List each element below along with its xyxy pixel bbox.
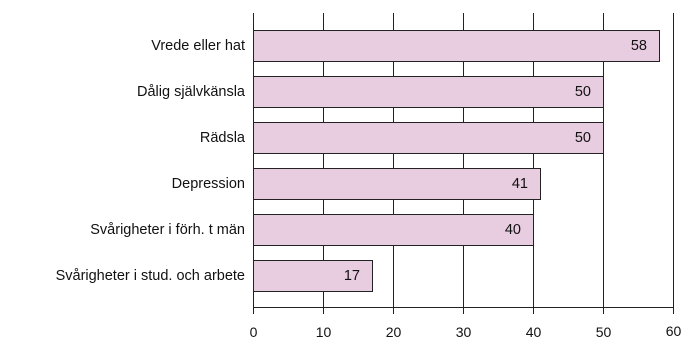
data-label: 40 xyxy=(505,222,521,238)
tick-label: 50 xyxy=(596,324,612,340)
tick-label: 0 xyxy=(250,324,258,340)
bar xyxy=(253,260,373,292)
data-label: 50 xyxy=(575,84,591,100)
data-label: 58 xyxy=(631,38,647,54)
tick-label: 20 xyxy=(386,324,402,340)
category-label: Depression xyxy=(172,176,245,192)
category-label: Vrede eller hat xyxy=(151,38,245,54)
category-label: Dålig självkänsla xyxy=(137,84,246,100)
data-label: 41 xyxy=(512,176,528,192)
bar xyxy=(253,214,534,246)
data-label: 17 xyxy=(344,268,360,284)
bar xyxy=(253,76,604,108)
bar xyxy=(253,30,660,62)
category-label: Rädsla xyxy=(200,130,246,146)
bars: 58 50 50 41 40 17 xyxy=(253,30,660,292)
category-label: Svårigheter i stud. och arbete xyxy=(56,268,245,284)
tick-label: 60 xyxy=(666,323,682,339)
tick-label: 30 xyxy=(456,324,472,340)
bar xyxy=(253,168,541,200)
category-labels: Vrede eller hat Dålig självkänsla Rädsla De… xyxy=(56,38,246,284)
tick-label: 10 xyxy=(316,324,332,340)
bar xyxy=(253,122,604,154)
category-label: Svårigheter i förh. t män xyxy=(90,222,245,238)
data-label: 50 xyxy=(575,130,591,146)
x-axis: 0 10 20 30 40 50 60 xyxy=(250,13,682,340)
tick-label: 40 xyxy=(526,324,542,340)
